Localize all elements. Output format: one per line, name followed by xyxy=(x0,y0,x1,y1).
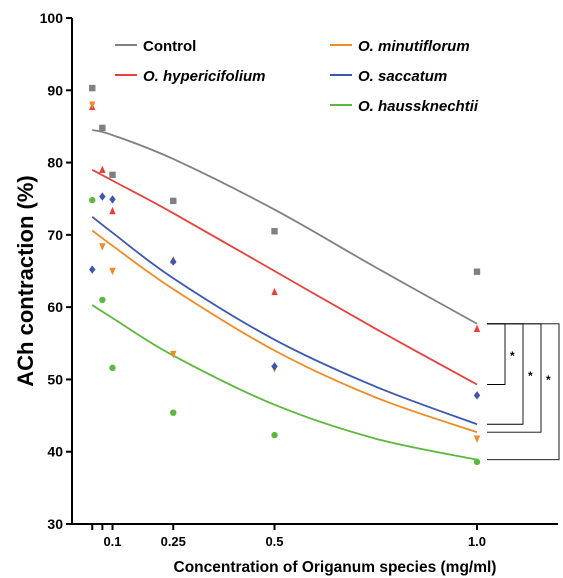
data-point-control xyxy=(89,84,96,92)
y-tick-label: 70 xyxy=(47,227,63,243)
x-tick-label: 0.25 xyxy=(161,534,186,549)
fit-curves xyxy=(91,129,478,461)
significance-label: * xyxy=(510,349,515,363)
data-points xyxy=(89,84,481,466)
data-point-o-hypericifolium xyxy=(271,287,278,296)
fit-curve-o-hypericifolium xyxy=(91,169,478,386)
data-point-o-hypericifolium xyxy=(99,165,106,173)
y-tick-label: 30 xyxy=(47,516,63,532)
data-point-o-saccatum xyxy=(170,257,177,266)
y-tick-label: 80 xyxy=(47,155,63,171)
data-point-control xyxy=(473,268,481,275)
y-tick-label: 40 xyxy=(47,444,63,460)
y-axis-label: ACh contraction (%) xyxy=(13,175,38,386)
y-tick-label: 100 xyxy=(40,10,64,26)
legend-label: Control xyxy=(143,38,196,55)
y-tick-label: 60 xyxy=(47,299,63,315)
y-axis-ticks: 30 40 50 60 70 80 90 100 xyxy=(40,10,72,532)
x-axis-ticks: 0.1 0.25 0.5 1.0 xyxy=(91,524,486,549)
x-tick-label: 1.0 xyxy=(468,534,486,549)
data-point-o-saccatum xyxy=(89,265,96,274)
significance-brackets: ***** xyxy=(487,323,560,461)
legend-label: O. saccatum xyxy=(358,68,447,85)
data-point-control xyxy=(170,197,177,205)
fit-curve-o-minutiflorum xyxy=(91,229,478,434)
data-point-o-haussknechtii xyxy=(109,364,116,372)
legend-label: O. haussknechtii xyxy=(358,98,479,115)
data-point-o-haussknechtii xyxy=(99,296,106,304)
data-point-o-saccatum xyxy=(109,195,116,204)
x-axis-label: Concentration of Origanum species (mg/ml… xyxy=(174,559,497,576)
data-point-o-haussknechtii xyxy=(473,458,481,466)
x-tick-label: 0.5 xyxy=(265,534,283,549)
legend-label: O. minutiflorum xyxy=(358,38,470,55)
fit-curve-o-haussknechtii xyxy=(91,304,478,461)
data-point-control xyxy=(271,228,278,235)
data-point-o-minutiflorum xyxy=(99,243,106,251)
data-point-o-haussknechtii xyxy=(271,431,278,439)
data-point-o-saccatum xyxy=(473,391,481,400)
data-point-o-minutiflorum xyxy=(170,350,177,359)
data-point-o-minutiflorum xyxy=(109,267,116,276)
legend-label: O. hypericifolium xyxy=(143,68,266,85)
significance-bracket xyxy=(487,323,560,461)
x-tick-label: 0.1 xyxy=(103,534,121,549)
data-point-o-minutiflorum xyxy=(89,101,96,109)
significance-bracket xyxy=(487,323,506,385)
data-point-o-minutiflorum xyxy=(473,435,481,443)
data-point-o-saccatum xyxy=(99,192,106,201)
fit-curve-control xyxy=(92,129,478,325)
significance-bracket xyxy=(487,323,542,433)
y-tick-label: 90 xyxy=(47,82,63,98)
significance-label: * xyxy=(546,373,551,387)
data-point-o-hypericifolium xyxy=(109,206,116,215)
data-point-control xyxy=(99,124,106,132)
data-point-control xyxy=(109,171,116,179)
y-tick-label: 50 xyxy=(47,371,63,387)
data-point-o-haussknechtii xyxy=(89,196,96,204)
legend: Control O. hypericifolium O. minutiflorum O… xyxy=(115,38,479,115)
data-point-o-saccatum xyxy=(271,362,278,371)
significance-label: * xyxy=(528,369,533,383)
data-point-o-hypericifolium xyxy=(473,324,481,333)
data-point-o-haussknechtii xyxy=(170,409,177,416)
fit-curve-o-saccatum xyxy=(91,216,478,426)
